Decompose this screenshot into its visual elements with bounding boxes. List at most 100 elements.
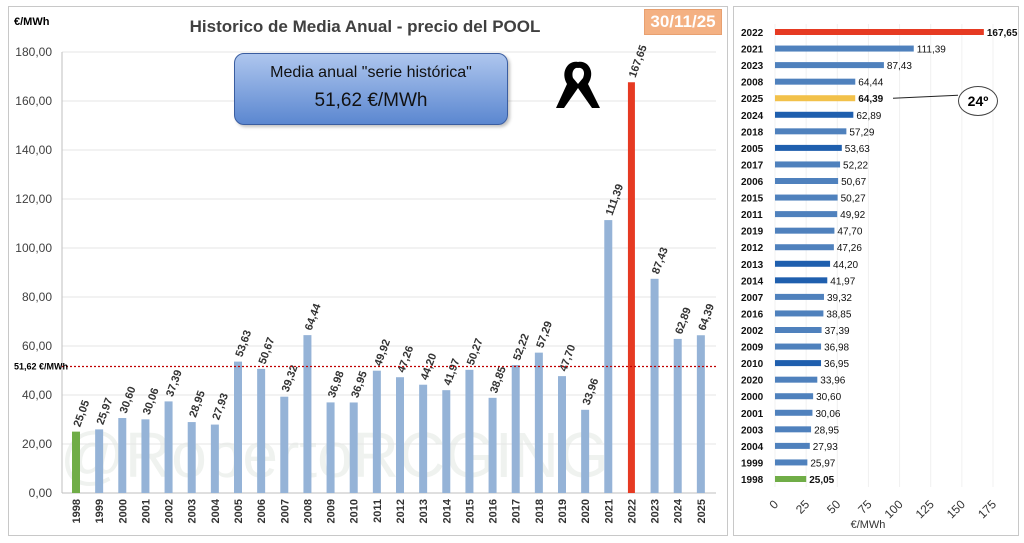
ranking-x-axis-label: €/MWh: [851, 519, 886, 531]
x-tick-label: 2022: [626, 499, 638, 523]
ranking-category-label: 2002: [741, 326, 764, 337]
ranking-bar-2024: [775, 111, 854, 118]
x-tick-label: 2012: [395, 499, 407, 523]
bar-2003: [187, 422, 196, 493]
y-axis-label: €/MWh: [14, 16, 50, 28]
x-tick-label: 2024: [673, 498, 685, 523]
bar-value-label: 52,22: [511, 332, 532, 362]
bar-value-label: 64,39: [696, 302, 717, 332]
ranking-bar-2019: [775, 227, 835, 234]
x-tick-label: 2025: [696, 499, 708, 523]
rank-connector-line: [892, 94, 959, 99]
y-tick-label: 0,00: [29, 486, 53, 500]
ranking-category-label: 2025: [741, 94, 764, 105]
bar-2018: [534, 352, 543, 493]
bar-value-label: 44,20: [419, 352, 440, 382]
ranking-x-tick-label: 25: [793, 497, 813, 517]
mourning-ribbon-icon: [556, 61, 600, 108]
bar-2024: [673, 338, 682, 493]
x-tick-label: 2000: [117, 499, 129, 523]
ranking-value-label: 33,96: [820, 376, 845, 387]
x-tick-label: 2020: [580, 499, 592, 523]
ranking-value-label: 38,85: [826, 309, 851, 320]
bar-2015: [465, 369, 474, 493]
ranking-value-label: 28,95: [814, 425, 839, 436]
x-tick-label: 2014: [441, 498, 453, 523]
bar-value-label: 62,89: [673, 306, 694, 336]
ranking-category-label: 2007: [741, 293, 764, 304]
ranking-category-label: 2019: [741, 227, 764, 238]
x-tick-label: 2005: [233, 499, 245, 523]
x-tick-label: 2023: [650, 499, 662, 523]
bar-value-label: 37,39: [164, 368, 185, 398]
bar-2009: [326, 402, 335, 493]
ranking-value-label: 57,29: [849, 127, 874, 138]
x-tick-label: 2015: [464, 499, 476, 523]
ranking-bar-2012: [775, 244, 834, 251]
bar-2020: [581, 409, 590, 493]
ranking-category-label: 2004: [741, 442, 764, 453]
y-tick-label: 180,00: [15, 45, 52, 59]
ranking-category-label: 2024: [741, 111, 764, 122]
x-tick-label: 1998: [71, 499, 83, 523]
bar-2022: [627, 82, 635, 493]
y-tick-label: 100,00: [15, 241, 52, 255]
ranking-x-tick-label: 150: [944, 497, 968, 521]
ranking-category-label: 1998: [741, 475, 764, 486]
bar-2021: [604, 220, 613, 494]
bar-2023: [650, 278, 659, 493]
bar-2007: [280, 396, 289, 493]
ranking-category-label: 2006: [741, 177, 764, 188]
ranking-x-tick-label: 0: [766, 497, 781, 512]
x-tick-label: 2006: [256, 499, 268, 523]
ranking-bar-1998: [775, 476, 807, 482]
ranking-x-tick-label: 75: [855, 497, 875, 517]
ranking-value-label: 52,22: [843, 160, 868, 171]
bar-value-label: 33,96: [581, 377, 602, 407]
average-box-label: Media anual "serie histórica": [270, 64, 472, 81]
ranking-value-label: 25,97: [810, 458, 835, 469]
date-badge: 30/11/25: [644, 9, 722, 35]
ranking-value-label: 53,63: [845, 144, 870, 155]
y-tick-label: 40,00: [22, 388, 52, 402]
ranking-category-label: 2011: [741, 210, 763, 221]
bar-value-label: 39,32: [280, 364, 301, 394]
bar-value-label: 41,97: [442, 357, 463, 387]
ranking-bar-2005: [775, 144, 842, 151]
bar-value-label: 30,60: [118, 385, 139, 415]
bar-value-label: 53,63: [234, 329, 255, 359]
ranking-bar-2003: [775, 426, 812, 433]
ranking-value-label: 64,39: [858, 94, 883, 105]
ranking-value-label: 27,93: [813, 442, 838, 453]
bar-value-label: 38,85: [488, 365, 509, 395]
ranking-value-label: 47,26: [837, 243, 862, 254]
x-tick-label: 2004: [210, 498, 222, 523]
ranking-value-label: 167,65: [987, 28, 1018, 39]
ranking-value-label: 50,67: [841, 177, 866, 188]
ranking-value-label: 64,44: [858, 78, 883, 89]
x-tick-label: 2007: [279, 499, 291, 523]
ranking-bar-2021: [775, 45, 914, 52]
bar-2014: [442, 390, 451, 493]
ranking-category-label: 2022: [741, 28, 764, 39]
bar-value-label: 47,26: [396, 344, 417, 374]
ranking-bar-2007: [775, 293, 824, 300]
ranking-bar-2009: [775, 343, 822, 350]
y-tick-label: 140,00: [15, 143, 52, 157]
bar-2019: [558, 376, 566, 493]
x-tick-label: 2011: [372, 499, 384, 523]
bar-value-label: 30,06: [141, 386, 162, 416]
bar-2002: [164, 401, 173, 493]
bar-value-label: 27,93: [210, 392, 231, 422]
x-tick-label: 2017: [511, 499, 523, 523]
bar-value-label: 57,29: [534, 320, 555, 350]
ranking-value-label: 50,27: [841, 194, 866, 205]
ranking-value-label: 49,92: [840, 210, 865, 221]
chart-title: Historico de Media Anual - precio del PO…: [190, 17, 541, 36]
average-box: Media anual "serie histórica" 51,62 €/MW…: [234, 53, 508, 125]
bar-value-label: 50,27: [465, 337, 486, 367]
ranking-bar-2025: [775, 95, 856, 102]
ranking-bar-2017: [775, 161, 841, 168]
bar-2011: [372, 370, 381, 493]
ranking-category-label: 2008: [741, 78, 764, 89]
